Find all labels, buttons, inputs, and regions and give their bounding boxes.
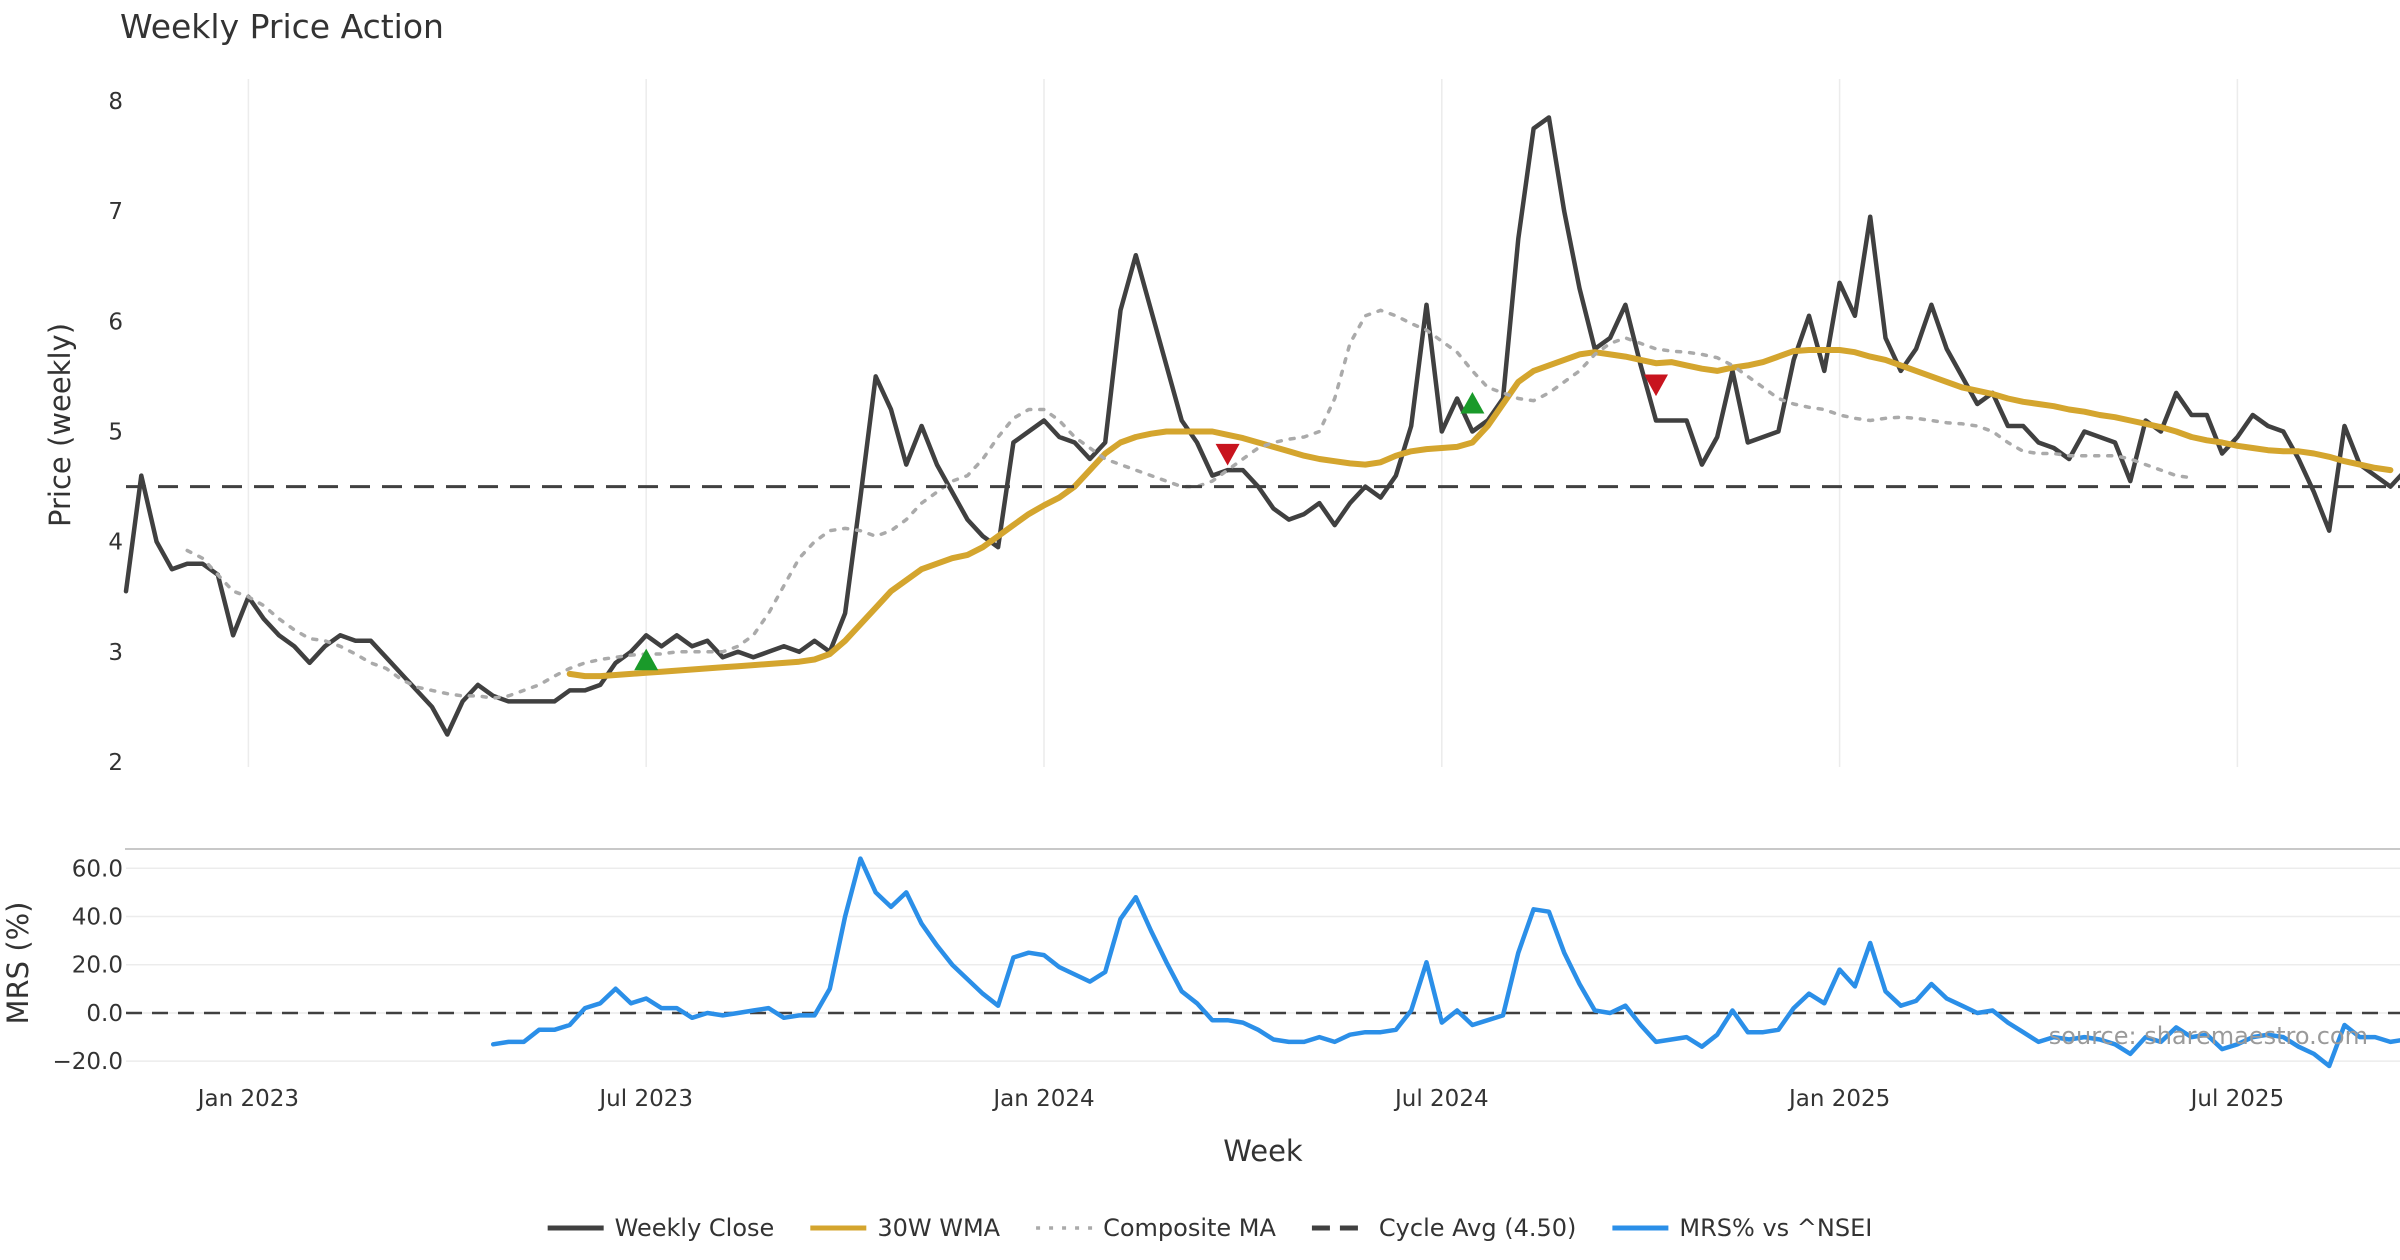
legend-label: Cycle Avg (4.50) bbox=[1379, 1214, 1576, 1242]
series-composite-ma bbox=[185, 308, 2194, 700]
x-tick-label: Jul 2024 bbox=[1393, 1086, 1489, 1112]
signal-markers bbox=[634, 374, 1668, 671]
series-30w-wma bbox=[566, 347, 2394, 680]
mrs-y-tick-label: −20.0 bbox=[53, 1049, 123, 1075]
sell-signal-marker bbox=[1215, 443, 1240, 466]
mrs-y-tick-label: 40.0 bbox=[72, 905, 123, 931]
price-y-tick-label: 8 bbox=[108, 89, 123, 115]
legend-label: Weekly Close bbox=[615, 1214, 775, 1242]
mrs-y-tick-label: 20.0 bbox=[72, 953, 123, 979]
legend: Weekly Close 30W WMA Composite MA Cycle Avg… bbox=[547, 1214, 1872, 1242]
x-tick-label: Jul 2023 bbox=[597, 1086, 693, 1112]
mrs-panel: −20.0 0.0 20.0 40.0 60.0 MRS (%) bbox=[1, 856, 2400, 1075]
price-y-tick-label: 6 bbox=[108, 309, 123, 335]
legend-item-composite-ma: Composite MA bbox=[1036, 1214, 1277, 1242]
price-series bbox=[123, 115, 2400, 737]
legend-label: Composite MA bbox=[1103, 1214, 1276, 1242]
legend-item-30w-wma: 30W WMA bbox=[810, 1214, 1001, 1242]
price-y-tick-label: 5 bbox=[108, 420, 123, 446]
x-tick-label: Jul 2025 bbox=[2189, 1086, 2285, 1112]
buy-signal-marker bbox=[1460, 391, 1485, 414]
legend-label: 30W WMA bbox=[877, 1214, 1000, 1242]
price-panel: 2 3 4 5 6 7 8 Price (weekly) bbox=[43, 79, 2400, 776]
price-y-tick-label: 2 bbox=[108, 750, 123, 776]
price-y-tick-label: 4 bbox=[108, 530, 123, 556]
x-axis: Jan 2023 Jul 2023 Jan 2024 Jul 2024 Jan 2025… bbox=[196, 1086, 2284, 1112]
x-tick-label: Jan 2025 bbox=[1787, 1086, 1890, 1112]
x-tick-label: Jan 2024 bbox=[991, 1086, 1094, 1112]
mrs-y-axis: −20.0 0.0 20.0 40.0 60.0 bbox=[53, 856, 123, 1075]
legend-item-weekly-close: Weekly Close bbox=[547, 1214, 775, 1242]
legend-item-mrs-vs-nsei: MRS% vs ^NSEI bbox=[1612, 1214, 1872, 1242]
price-y-tick-label: 3 bbox=[108, 640, 123, 666]
price-y-axis-label: Price (weekly) bbox=[43, 323, 77, 527]
mrs-y-axis-label: MRS (%) bbox=[1, 902, 35, 1025]
mrs-grid bbox=[126, 867, 2400, 1062]
mrs-y-tick-label: 0.0 bbox=[86, 1001, 123, 1027]
legend-label: MRS% vs ^NSEI bbox=[1679, 1214, 1872, 1242]
legend-item-cycle-avg-4-50: Cycle Avg (4.50) bbox=[1311, 1214, 1576, 1242]
x-tick-label: Jan 2023 bbox=[196, 1086, 299, 1112]
x-axis-label: Week bbox=[1223, 1134, 1303, 1168]
buy-signal-marker bbox=[634, 648, 659, 671]
price-y-axis: 2 3 4 5 6 7 8 bbox=[108, 89, 123, 776]
series-mrs-vs-nsei bbox=[490, 856, 2400, 1069]
price-grid bbox=[247, 79, 2239, 767]
price-y-tick-label: 7 bbox=[108, 199, 123, 225]
source-watermark: source: sharemaestro.com bbox=[2049, 1022, 2368, 1050]
mrs-series bbox=[490, 856, 2400, 1069]
sell-signal-marker bbox=[1644, 374, 1668, 397]
mrs-y-tick-label: 60.0 bbox=[72, 856, 123, 882]
chart-title: Weekly Price Action bbox=[120, 7, 444, 46]
series-weekly-close bbox=[123, 115, 2400, 737]
